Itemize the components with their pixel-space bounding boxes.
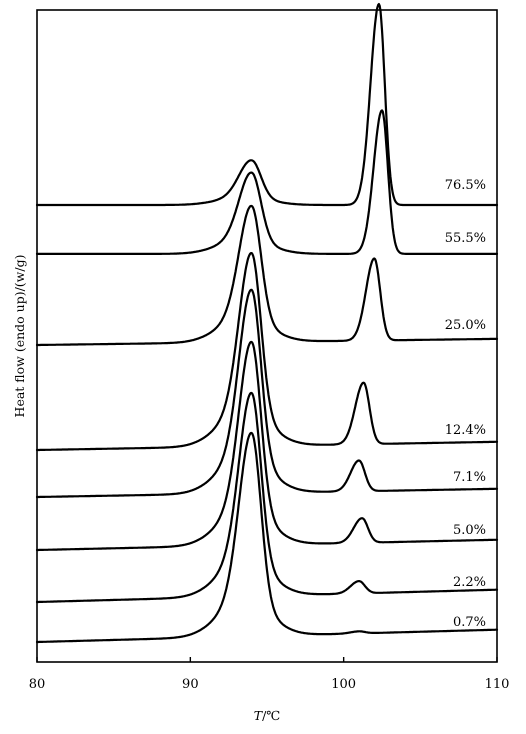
series-line (35, 431, 499, 644)
series-label-group: 76.5% 55.5% 25.0% 12.4% 7.1% 5.0% 2.2% 0.7% (445, 178, 486, 630)
series-line (35, 204, 499, 347)
y-axis-label: Heat flow (endo up)/(w/g) (12, 255, 27, 418)
plot-frame (36, 9, 498, 663)
series-label: 7.1% (453, 470, 486, 485)
series-label: 12.4% (445, 423, 486, 438)
series-line (35, 391, 499, 604)
x-tick-label: 100 (331, 677, 356, 692)
series-label: 5.0% (453, 523, 486, 538)
series-label: 55.5% (445, 231, 486, 246)
x-axis-label: T/℃ (254, 708, 281, 723)
series-line (35, 2, 499, 207)
x-axis-label-unit: /℃ (262, 708, 280, 723)
series-label: 0.7% (453, 615, 486, 630)
x-tick-label: 90 (182, 677, 199, 692)
series-line (35, 340, 499, 552)
series-label: 76.5% (445, 178, 486, 193)
series-line (35, 109, 499, 255)
series-label: 25.0% (445, 318, 486, 333)
x-tick-group: 80 90 100 110 (29, 657, 510, 692)
x-tick-label: 80 (29, 677, 46, 692)
x-axis-label-symbol: T (254, 708, 264, 723)
series-line (35, 252, 499, 452)
x-tick-label: 110 (485, 677, 510, 692)
series-label: 2.2% (453, 575, 486, 590)
series-group (35, 2, 499, 644)
series-line (35, 288, 499, 499)
